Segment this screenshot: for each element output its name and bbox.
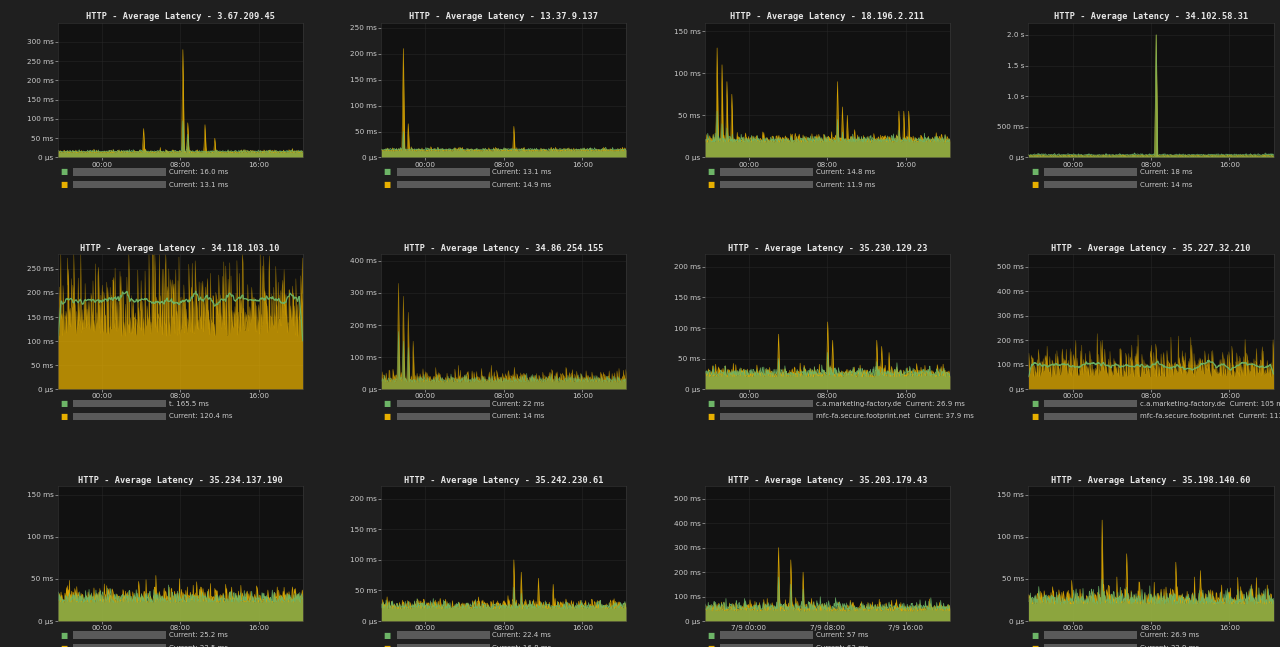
- Text: t. 165.5 ms: t. 165.5 ms: [169, 400, 209, 406]
- Text: Current: 120.4 ms: Current: 120.4 ms: [169, 413, 232, 419]
- Title: HTTP - Average Latency - 35.203.179.43: HTTP - Average Latency - 35.203.179.43: [727, 476, 927, 485]
- Text: Current: 14 ms: Current: 14 ms: [1139, 182, 1192, 188]
- Text: ■: ■: [1030, 644, 1038, 647]
- Title: HTTP - Average Latency - 34.118.103.10: HTTP - Average Latency - 34.118.103.10: [81, 244, 280, 253]
- Title: HTTP - Average Latency - 18.196.2.211: HTTP - Average Latency - 18.196.2.211: [731, 12, 924, 21]
- Text: mfc-fa.secure.footprint.net  Current: 37.9 ms: mfc-fa.secure.footprint.net Current: 37.…: [815, 413, 974, 419]
- Text: mfc-fa.secure.footprint.net  Current: 113 ms: mfc-fa.secure.footprint.net Current: 113…: [1139, 413, 1280, 419]
- Text: Current: 23.5 ms: Current: 23.5 ms: [169, 645, 228, 647]
- Text: ■: ■: [384, 180, 390, 189]
- Text: Current: 14.9 ms: Current: 14.9 ms: [493, 182, 552, 188]
- Text: ■: ■: [384, 412, 390, 421]
- Text: ■: ■: [708, 167, 714, 176]
- Text: ■: ■: [60, 399, 68, 408]
- Text: ■: ■: [384, 399, 390, 408]
- Text: Current: 13.1 ms: Current: 13.1 ms: [493, 169, 552, 175]
- Text: ■: ■: [708, 412, 714, 421]
- Title: HTTP - Average Latency - 35.198.140.60: HTTP - Average Latency - 35.198.140.60: [1051, 476, 1251, 485]
- Text: Current: 14 ms: Current: 14 ms: [493, 413, 545, 419]
- Title: HTTP - Average Latency - 35.227.32.210: HTTP - Average Latency - 35.227.32.210: [1051, 244, 1251, 253]
- Text: Current: 32.9 ms: Current: 32.9 ms: [1139, 645, 1198, 647]
- Text: Current: 26.9 ms: Current: 26.9 ms: [1139, 632, 1198, 639]
- Title: HTTP - Average Latency - 13.37.9.137: HTTP - Average Latency - 13.37.9.137: [410, 12, 598, 21]
- Text: ■: ■: [60, 167, 68, 176]
- Text: c.a.marketing-factory.de  Current: 105 ms: c.a.marketing-factory.de Current: 105 ms: [1139, 400, 1280, 406]
- Text: ■: ■: [708, 644, 714, 647]
- Title: HTTP - Average Latency - 35.242.230.61: HTTP - Average Latency - 35.242.230.61: [404, 476, 604, 485]
- Title: HTTP - Average Latency - 35.230.129.23: HTTP - Average Latency - 35.230.129.23: [727, 244, 927, 253]
- Title: HTTP - Average Latency - 34.86.254.155: HTTP - Average Latency - 34.86.254.155: [404, 244, 604, 253]
- Text: Current: 11.9 ms: Current: 11.9 ms: [815, 182, 876, 188]
- Text: Current: 16.0 ms: Current: 16.0 ms: [169, 169, 228, 175]
- Text: Current: 22.4 ms: Current: 22.4 ms: [493, 632, 552, 639]
- Title: HTTP - Average Latency - 34.102.58.31: HTTP - Average Latency - 34.102.58.31: [1053, 12, 1248, 21]
- Text: Current: 14.8 ms: Current: 14.8 ms: [815, 169, 876, 175]
- Text: ■: ■: [708, 399, 714, 408]
- Text: ■: ■: [708, 180, 714, 189]
- Text: Current: 22 ms: Current: 22 ms: [493, 400, 544, 406]
- Text: Current: 57 ms: Current: 57 ms: [815, 632, 868, 639]
- Text: Current: 13.1 ms: Current: 13.1 ms: [169, 182, 228, 188]
- Text: ■: ■: [60, 412, 68, 421]
- Text: ■: ■: [1030, 399, 1038, 408]
- Text: Current: 25.2 ms: Current: 25.2 ms: [169, 632, 228, 639]
- Title: HTTP - Average Latency - 35.234.137.190: HTTP - Average Latency - 35.234.137.190: [78, 476, 283, 485]
- Text: ■: ■: [1030, 412, 1038, 421]
- Text: ■: ■: [60, 644, 68, 647]
- Text: ■: ■: [60, 631, 68, 640]
- Text: ■: ■: [384, 644, 390, 647]
- Text: Current: 16.8 ms: Current: 16.8 ms: [493, 645, 552, 647]
- Text: Current: 18 ms: Current: 18 ms: [1139, 169, 1192, 175]
- Text: ■: ■: [1030, 167, 1038, 176]
- Text: ■: ■: [708, 631, 714, 640]
- Text: ■: ■: [384, 167, 390, 176]
- Text: ■: ■: [1030, 631, 1038, 640]
- Title: HTTP - Average Latency - 3.67.209.45: HTTP - Average Latency - 3.67.209.45: [86, 12, 275, 21]
- Text: ■: ■: [60, 180, 68, 189]
- Text: ■: ■: [384, 631, 390, 640]
- Text: ■: ■: [1030, 180, 1038, 189]
- Text: Current: 63 ms: Current: 63 ms: [815, 645, 868, 647]
- Text: c.a.marketing-factory.de  Current: 26.9 ms: c.a.marketing-factory.de Current: 26.9 m…: [815, 400, 965, 406]
